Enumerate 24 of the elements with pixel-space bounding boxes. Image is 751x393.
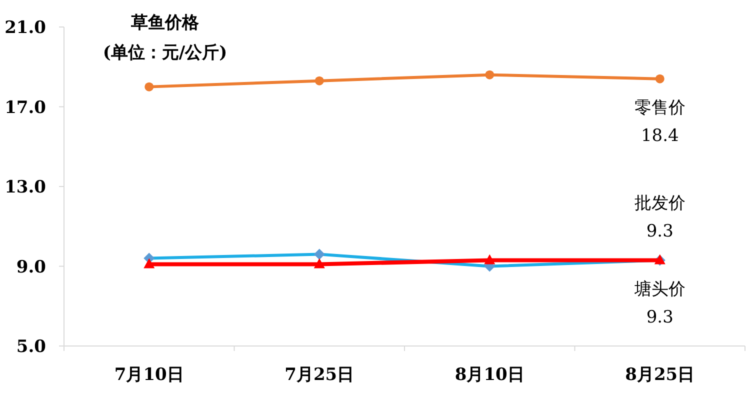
y-tick: 17.0: [4, 98, 46, 118]
subtitle: (单位：元/公斤): [102, 43, 228, 63]
point: [314, 76, 324, 86]
y-tick: 21.0: [4, 18, 46, 38]
title: 草鱼价格: [131, 13, 199, 33]
y-tick: 9.0: [16, 257, 46, 278]
series-name: 零售价: [634, 98, 686, 118]
data-label: 9.3: [646, 307, 674, 328]
point: [314, 258, 325, 268]
point: [484, 254, 496, 264]
x-tick: 8月10日: [454, 365, 524, 385]
point: [144, 82, 154, 92]
y-tick: 5.0: [16, 337, 46, 357]
x-tick: 7月25日: [284, 365, 354, 385]
point: [144, 258, 155, 268]
data-label: 9.3: [646, 221, 674, 242]
x-tick: 8月25日: [625, 365, 695, 385]
series-name: 塘头价: [634, 279, 686, 300]
data-label: 18.4: [640, 126, 679, 146]
y-tick: 13.0: [4, 178, 46, 198]
x-tick: 7月10日: [114, 365, 184, 385]
point: [485, 70, 494, 80]
series-name: 批发价: [634, 193, 686, 214]
point: [655, 74, 664, 84]
